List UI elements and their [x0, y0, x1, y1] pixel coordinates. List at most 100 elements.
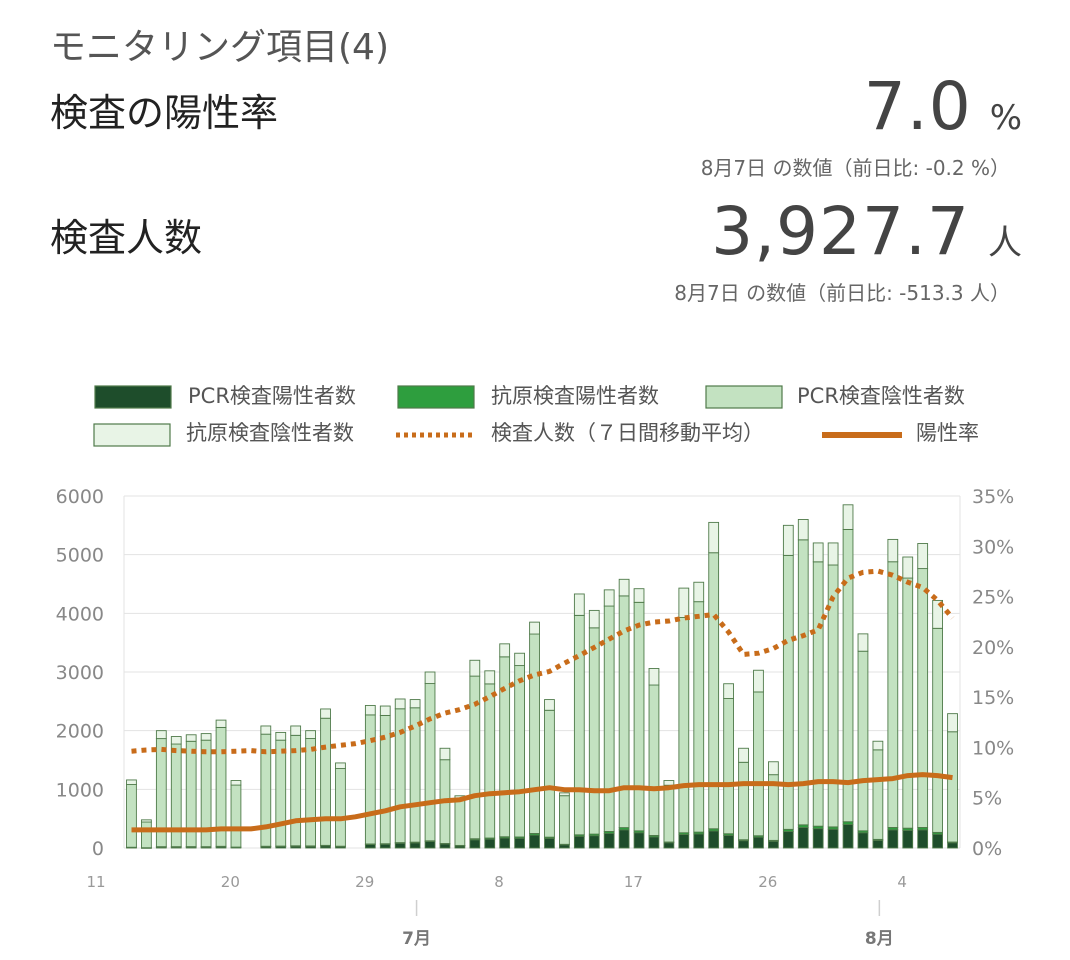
bar-pcr-positive [514, 837, 525, 849]
bar-pcr-negative [364, 714, 376, 845]
bar-pcr-positive [678, 834, 690, 849]
bar-antigen-negative [693, 581, 705, 603]
bar-antigen-negative [290, 725, 302, 736]
bar-pcr-negative [424, 683, 436, 842]
bar-pcr-positive [917, 829, 929, 849]
y-left-tick-label: 3000 [56, 662, 104, 684]
tests-value: 3,927.7 人 [711, 193, 1022, 270]
bar-antigen-negative [827, 542, 839, 566]
y-right-tick-label: 0% [972, 838, 1002, 860]
legend-label: 抗原検査陰性者数 [186, 421, 354, 445]
bar-pcr-negative [335, 768, 346, 847]
bar-pcr-positive [633, 832, 645, 849]
y-right-tick-label: 10% [972, 737, 1014, 759]
bar-pcr-negative [663, 784, 675, 843]
bar-pcr-positive [588, 835, 600, 849]
x-tick-label: 4 [897, 873, 907, 891]
bar-pcr-negative [708, 552, 720, 830]
legend-swatch-ag_pos [397, 385, 475, 409]
legend-swatch-pcr_pos [94, 385, 172, 409]
bar-pcr-negative [678, 617, 690, 834]
bar-pcr-positive [887, 829, 899, 849]
y-right-tick-label: 15% [972, 687, 1014, 709]
x-tick-label: 26 [758, 873, 777, 891]
bar-pcr-positive [409, 842, 421, 849]
bar-pcr-negative [454, 798, 466, 846]
bar-antigen-negative [364, 704, 376, 716]
bar-pcr-positive [379, 843, 391, 849]
y-right-tick-label: 20% [972, 637, 1014, 659]
bar-pcr-positive [827, 828, 839, 849]
bar-pcr-negative [573, 614, 585, 836]
bar-pcr-negative [320, 717, 331, 846]
bar-pcr-negative [857, 650, 869, 832]
bar-antigen-negative [663, 780, 675, 786]
bar-pcr-positive [872, 839, 884, 849]
bar-pcr-negative [230, 784, 242, 848]
bar-antigen-negative [230, 780, 242, 786]
line-positivity-rate [131, 772, 953, 833]
bar-pcr-positive [663, 842, 675, 849]
bar-antigen-negative [902, 556, 914, 579]
tests-number: 3,927.7 [711, 193, 970, 270]
y-right-tick-label: 35% [972, 486, 1014, 508]
bar-pcr-positive [947, 842, 958, 849]
bar-antigen-negative [618, 578, 630, 597]
bar-antigen-negative [499, 643, 511, 658]
bar-pcr-positive [738, 840, 749, 849]
tests-label: 検査人数 [50, 216, 203, 260]
bar-antigen-negative [185, 734, 197, 742]
bar-antigen-negative [141, 819, 152, 823]
month-label: 8月 [865, 929, 894, 949]
bar-pcr-negative [394, 708, 406, 844]
bar-pcr-positive [484, 838, 496, 849]
bar-pcr-positive [842, 824, 854, 849]
bar-antigen-negative [155, 730, 167, 740]
bar-antigen-negative [170, 736, 182, 745]
x-tick-label: 29 [355, 873, 374, 891]
y-left-tick-label: 1000 [56, 779, 104, 801]
bar-antigen-negative [842, 504, 854, 530]
bar-pcr-negative [812, 561, 824, 827]
bar-antigen-negative [260, 725, 272, 735]
bar-pcr-positive [529, 834, 540, 849]
bar-pcr-negative [275, 739, 287, 847]
bar-pcr-negative [141, 821, 152, 849]
bar-pcr-positive [648, 836, 660, 849]
legend-label: 抗原検査陽性者数 [491, 384, 659, 408]
legend-label: PCR検査陰性者数 [797, 384, 965, 408]
positivity-label: 検査の陽性率 [50, 91, 279, 135]
bar-pcr-positive [469, 839, 481, 849]
legend-swatch-ag_neg [93, 423, 171, 447]
bar-pcr-positive [499, 837, 511, 849]
bar-antigen-negative [544, 699, 555, 711]
bar-antigen-negative [305, 730, 316, 739]
bar-pcr-positive [364, 844, 376, 849]
bar-pcr-negative [633, 601, 645, 832]
x-tick-label: 17 [624, 873, 643, 891]
x-tick-label: 20 [221, 873, 240, 891]
bar-pcr-negative [902, 577, 914, 829]
bar-antigen-negative [469, 659, 481, 677]
bar-antigen-negative [439, 747, 451, 761]
bar-antigen-negative [782, 524, 794, 556]
legend-label: 陽性率 [916, 421, 979, 445]
bar-antigen-negative [648, 668, 660, 686]
bar-pcr-negative [782, 554, 794, 830]
tests-note: 8月7日 の数値（前日比: -513.3 人） [674, 281, 1010, 305]
bar-antigen-negative [708, 521, 720, 554]
bar-pcr-positive [723, 834, 734, 849]
bar-pcr-positive [812, 828, 824, 849]
tests-unit: 人 [988, 223, 1022, 263]
bar-pcr-negative [738, 761, 749, 841]
bar-pcr-positive [559, 844, 570, 849]
y-right-tick-label: 5% [972, 788, 1002, 810]
bar-antigen-negative [379, 705, 391, 716]
bar-pcr-positive [797, 827, 809, 849]
bar-pcr-negative [648, 684, 660, 836]
bar-antigen-negative [200, 733, 212, 741]
bar-pcr-positive [394, 842, 406, 849]
bar-pcr-positive [544, 837, 555, 849]
bar-pcr-negative [588, 627, 600, 835]
